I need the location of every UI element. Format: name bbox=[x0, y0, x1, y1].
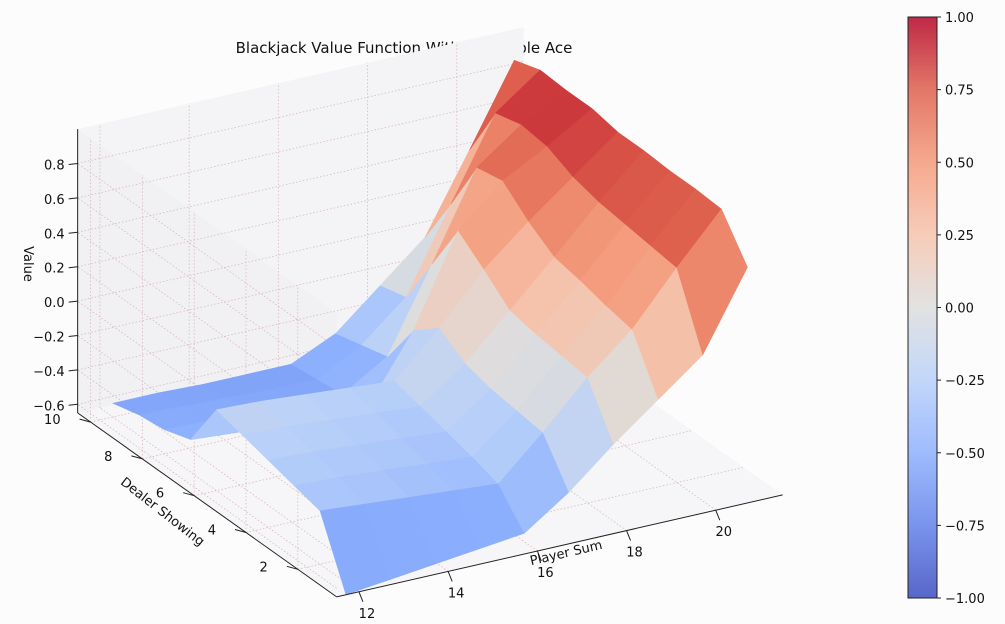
colorbar-tick-label: −0.75 bbox=[945, 519, 985, 534]
grid-line bbox=[77, 233, 524, 336]
z-tick bbox=[68, 335, 78, 337]
y-tick-label: 4 bbox=[208, 524, 216, 539]
colorbar: 1.00 0.75 0.50 0.25 0.00 −0.25 −0.50 −0.75 −1.00 bbox=[907, 11, 985, 607]
z-tick bbox=[68, 197, 78, 200]
y-axis-line bbox=[77, 412, 337, 598]
axis-ticks bbox=[68, 129, 783, 602]
colorbar-tick-label: −0.25 bbox=[945, 374, 985, 389]
x-tick-label: 20 bbox=[715, 525, 732, 540]
grid-line bbox=[77, 61, 524, 164]
y-tick bbox=[234, 529, 247, 533]
y-tick bbox=[79, 418, 91, 423]
z-tick bbox=[68, 266, 78, 269]
grid-line bbox=[77, 301, 524, 405]
grid-line bbox=[77, 197, 337, 383]
colorbar-tick-label: 0.25 bbox=[945, 229, 974, 244]
z-tick-label: 0.4 bbox=[44, 227, 65, 242]
tick-labels: 12 14 16 18 20 2 4 6 8 10−0.6 −0.4 −0.2 0.0 0.2 0.4 0.6… bbox=[33, 159, 732, 622]
z-axis-title: Value bbox=[20, 246, 35, 282]
colorbar-tick-label: −0.50 bbox=[945, 447, 985, 462]
grid-line bbox=[99, 407, 360, 593]
z-tick-label: −0.6 bbox=[33, 399, 65, 414]
x-tick-label: 12 bbox=[359, 607, 376, 620]
colorbar-tick-label: 0.00 bbox=[945, 302, 974, 317]
x-tick-label: 18 bbox=[626, 546, 643, 561]
z-tick bbox=[68, 300, 78, 303]
y-tick-label: 10 bbox=[44, 413, 61, 428]
z-tick bbox=[68, 231, 78, 234]
x-tick bbox=[715, 510, 721, 521]
z-tick-label: 0.2 bbox=[44, 262, 65, 277]
colorbar-tick-label: 0.75 bbox=[945, 84, 974, 99]
colorbar-tick-label: 0.50 bbox=[945, 156, 974, 171]
colorbar-tick-label: 1.00 bbox=[945, 11, 974, 26]
y-tick-label: 6 bbox=[156, 487, 164, 502]
grid-line bbox=[77, 163, 337, 348]
surface-plot bbox=[112, 60, 748, 595]
grid-line bbox=[77, 403, 337, 589]
grid-line bbox=[77, 129, 524, 233]
x-tick-label: 16 bbox=[537, 566, 554, 581]
y-tick bbox=[131, 455, 143, 460]
colorbar-gradient bbox=[907, 16, 938, 599]
x-tick bbox=[358, 591, 364, 602]
y-tick bbox=[183, 492, 195, 497]
y-tick-label: 8 bbox=[104, 450, 112, 465]
x-tick bbox=[626, 530, 632, 541]
grid-line bbox=[77, 198, 524, 302]
z-tick-label: −0.2 bbox=[33, 331, 65, 346]
grid-line bbox=[77, 267, 524, 371]
grid-line bbox=[77, 95, 524, 199]
z-tick-label: 0.0 bbox=[44, 296, 65, 311]
grid-line bbox=[77, 369, 337, 555]
z-tick bbox=[68, 403, 78, 406]
grid-line bbox=[77, 164, 524, 268]
z-tick-label: −0.4 bbox=[33, 365, 65, 380]
x-axis-line bbox=[336, 494, 783, 598]
surface-patch bbox=[676, 208, 748, 356]
z-tick-label: 0.6 bbox=[44, 193, 65, 208]
x-tick bbox=[536, 550, 542, 562]
x-tick-label: 14 bbox=[448, 586, 465, 601]
z-tick bbox=[68, 369, 78, 372]
z-tick-label: 0.8 bbox=[44, 159, 65, 174]
y-tick bbox=[286, 565, 298, 570]
x-tick bbox=[447, 571, 453, 582]
z-tick bbox=[68, 163, 78, 165]
colorbar-tick-label: −1.00 bbox=[945, 592, 985, 607]
y-tick-label: 2 bbox=[260, 560, 268, 575]
